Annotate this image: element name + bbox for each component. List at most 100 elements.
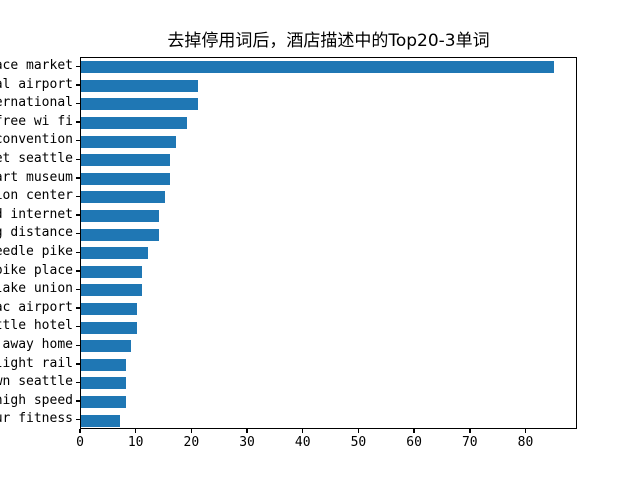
y-axis-tick-mark	[76, 363, 80, 365]
x-axis-tick-mark	[79, 429, 81, 433]
y-axis-tick-label: convention	[0, 132, 73, 148]
y-axis-tick-mark	[76, 344, 80, 347]
bar	[81, 247, 148, 260]
y-axis-tick-mark	[76, 381, 80, 384]
y-axis-tick-mark	[76, 195, 80, 198]
bar	[81, 321, 137, 334]
x-axis-tick-label: 50	[350, 435, 367, 450]
bar	[81, 284, 143, 297]
y-axis-tick-label: lake union	[0, 281, 73, 297]
bar	[81, 154, 171, 167]
bar-row	[81, 337, 576, 356]
y-axis-tick-label: ur fitness	[0, 411, 73, 427]
y-axis-tick-label: ion center	[0, 188, 73, 204]
bar-row	[81, 58, 576, 77]
y-axis-tick-mark	[76, 288, 80, 291]
bar-row	[81, 393, 576, 412]
y-axis-tick-mark	[76, 270, 80, 272]
y-axis-tick-label: free wi fi	[0, 113, 73, 129]
bar-row	[81, 207, 576, 226]
y-axis-tick-mark	[76, 139, 80, 142]
bar-row	[81, 318, 576, 337]
bar-row	[81, 300, 576, 319]
bar	[81, 265, 143, 278]
bar	[81, 172, 171, 185]
y-axis-tick-mark	[76, 121, 80, 123]
y-axis-tick-label: wn seattle	[0, 374, 73, 390]
x-axis-tick-mark	[190, 429, 193, 433]
y-axis-tick-label: eedle pike	[0, 244, 73, 259]
y-axis-tick-mark	[76, 158, 80, 161]
y-axis-tick-mark	[76, 65, 80, 68]
x-axis-tick-label: 70	[461, 435, 478, 450]
bar	[81, 396, 126, 409]
y-axis-tick-label: al airport	[0, 76, 73, 92]
x-axis-tick-label: 60	[406, 435, 422, 450]
y-axis-tick-mark	[76, 102, 80, 105]
y-axis-tick-mark	[76, 325, 80, 328]
x-axis-tick-mark	[301, 429, 304, 433]
x-axis-tick-mark	[413, 429, 415, 433]
bar	[81, 303, 137, 316]
bar	[81, 117, 187, 130]
y-axis-tick-label: ac airport	[0, 299, 73, 315]
bar-row	[81, 132, 576, 151]
y-axis-tick-mark	[76, 84, 80, 86]
bar-row	[81, 188, 576, 207]
bar-row	[81, 225, 576, 244]
bar-row	[81, 170, 576, 189]
bar-row	[81, 411, 576, 428]
bar	[81, 340, 132, 353]
bar	[81, 377, 126, 390]
x-axis-tick-mark	[357, 429, 360, 433]
y-axis-tick-label: ernational	[0, 95, 73, 111]
y-axis-tick-mark	[76, 214, 80, 216]
bar-row	[81, 263, 576, 282]
y-axis-tick-label: ttle hotel	[0, 318, 73, 334]
bar-row	[81, 281, 576, 300]
bar	[81, 358, 126, 371]
plot-area	[80, 57, 577, 429]
x-axis-tick-label: 40	[294, 435, 311, 450]
bar-row	[81, 244, 576, 263]
y-axis-tick-label: g distance	[0, 225, 73, 241]
chart-title: 去掉停用词后，酒店描述中的Top20-3单词	[167, 31, 490, 51]
y-axis-tick-mark	[76, 177, 80, 179]
bar-row	[81, 151, 576, 170]
y-axis-tick-label: pike place	[0, 262, 73, 278]
x-axis-tick-label: 80	[517, 435, 534, 450]
y-axis-tick-label: ace market	[0, 58, 73, 73]
x-axis-tick-label: 30	[239, 435, 255, 450]
x-axis-tick-mark	[246, 429, 248, 433]
y-axis-tick-mark	[76, 307, 80, 309]
bar	[81, 135, 176, 148]
bar-row	[81, 374, 576, 393]
bar	[81, 79, 198, 92]
y-axis-tick-label: et seattle	[0, 151, 73, 166]
y-axis-tick-mark	[76, 251, 80, 254]
bar-row	[81, 77, 576, 96]
y-axis-tick-label: light rail	[0, 355, 73, 371]
x-axis-tick-mark	[524, 429, 527, 433]
y-axis-tick-label: art museum	[0, 169, 73, 185]
bar	[81, 414, 120, 427]
y-axis-tick-label: d internet	[0, 206, 73, 222]
y-axis-tick-label: away home	[2, 337, 73, 352]
x-axis-tick-label: 10	[127, 435, 144, 450]
y-axis-tick-mark	[76, 400, 80, 402]
x-axis-tick-label: 20	[183, 435, 200, 450]
y-axis-tick-mark	[76, 232, 80, 235]
bar	[81, 61, 555, 74]
x-axis-tick-mark	[469, 429, 471, 433]
x-axis-tick-mark	[134, 429, 137, 433]
bar-row	[81, 95, 576, 114]
bar	[81, 191, 165, 204]
y-axis-tick-label: high speed	[0, 392, 73, 408]
bar-row	[81, 356, 576, 375]
x-axis-tick-label: 0	[76, 435, 84, 450]
bar-row	[81, 114, 576, 133]
bar	[81, 98, 198, 111]
bar	[81, 210, 159, 223]
bar	[81, 228, 159, 241]
